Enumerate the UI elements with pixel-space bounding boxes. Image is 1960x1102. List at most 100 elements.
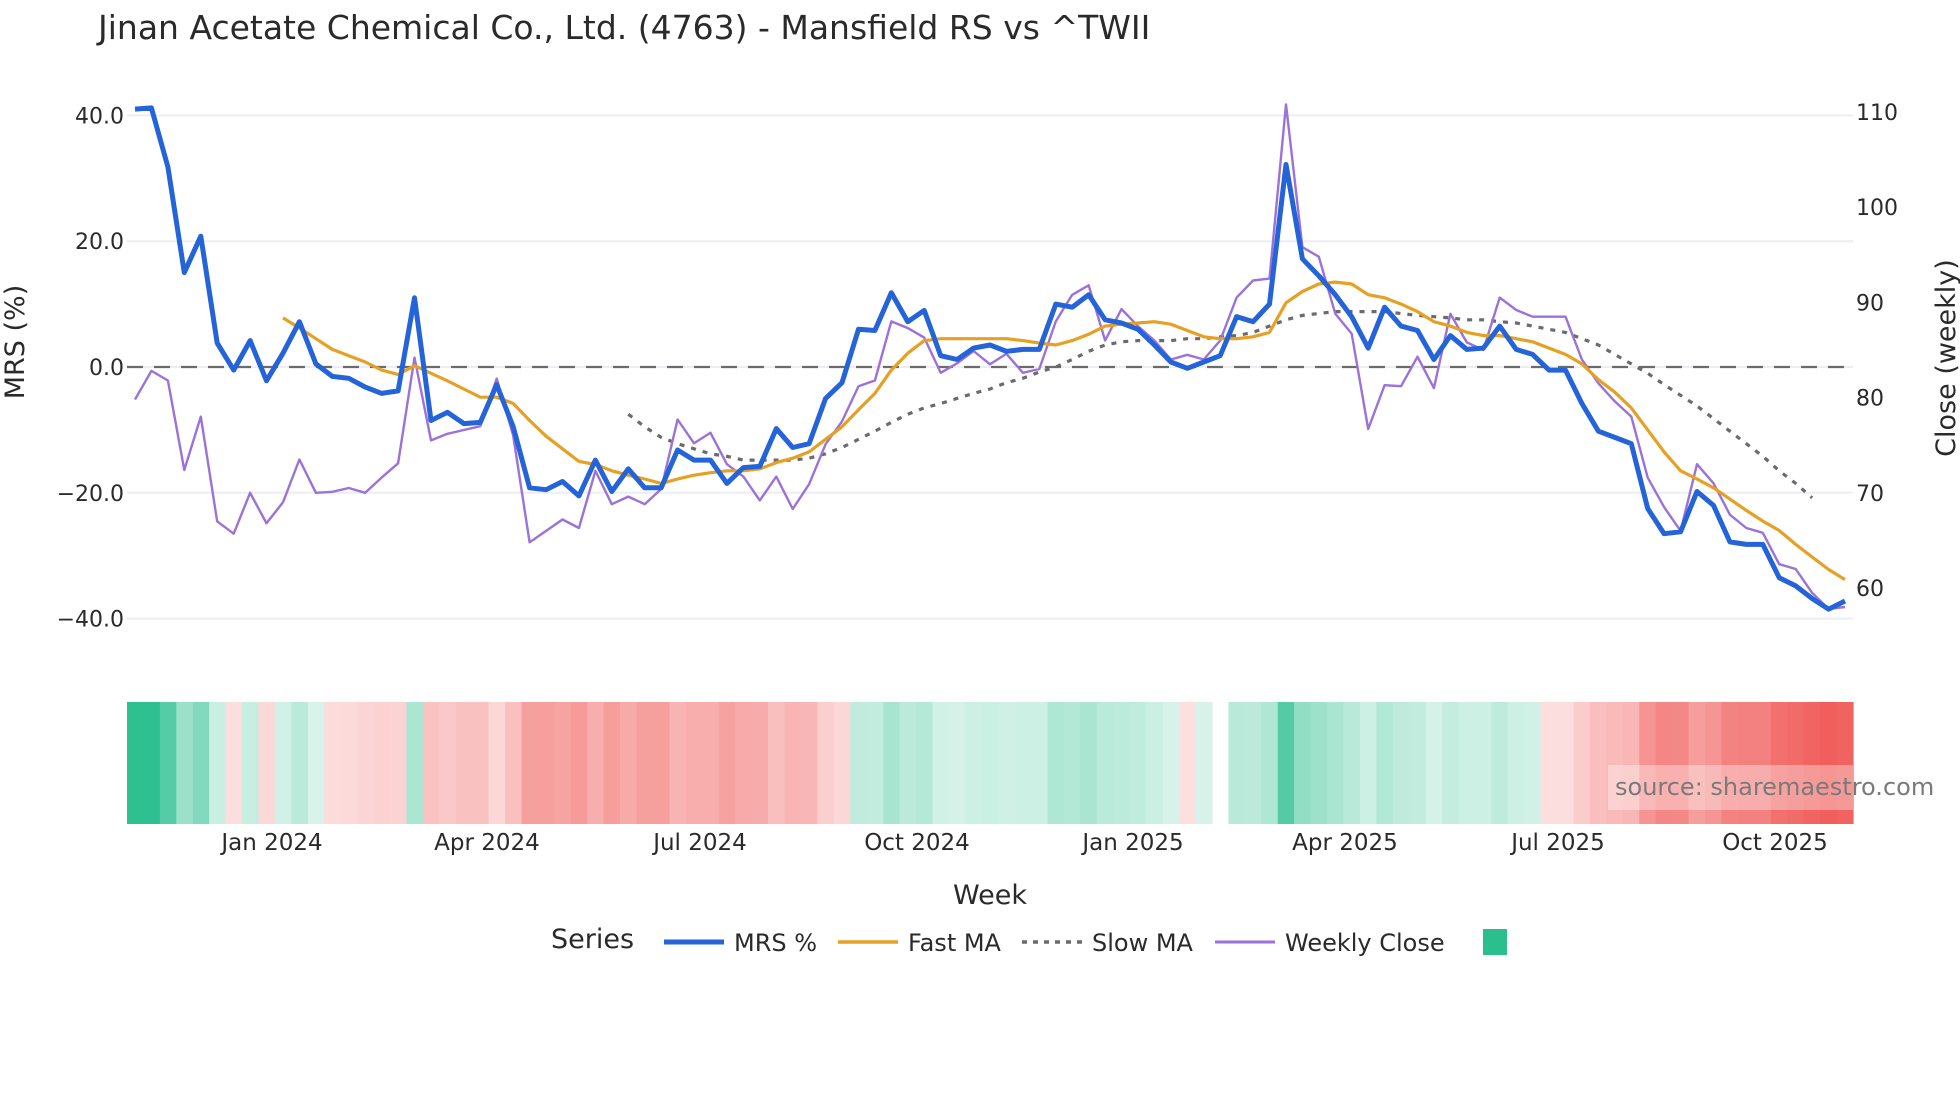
heatmap-cell — [1392, 702, 1410, 824]
legend-label: Weekly Close — [1285, 929, 1445, 957]
heatmap-cell — [307, 702, 325, 824]
heatmap-cell — [373, 702, 391, 824]
y-right-tick-label: 60 — [1856, 577, 1884, 602]
y-right-tick-label: 100 — [1856, 196, 1898, 221]
heatmap-cell — [948, 702, 966, 824]
y-right-tick-label: 70 — [1856, 482, 1884, 507]
y-left-tick-label: 20.0 — [75, 230, 124, 255]
legend-color-swatch-icon — [1483, 929, 1507, 955]
heatmap-cell — [801, 702, 818, 824]
heatmap-cell — [1524, 702, 1542, 824]
heatmap-cell — [1047, 702, 1065, 824]
heatmap-cell — [603, 702, 621, 824]
mrs-line — [134, 105, 1847, 612]
heatmap-cell — [1261, 702, 1279, 824]
source-label: source: sharemaestro.com — [1615, 773, 1934, 801]
heatmap-cell — [702, 702, 720, 824]
heatmap-cell — [1672, 702, 1690, 824]
heatmap-cell — [998, 702, 1016, 824]
legend-item-fast-ma[interactable]: Fast MA — [838, 929, 1002, 957]
heatmap-cell — [1294, 702, 1312, 824]
heatmap-cell — [866, 702, 884, 824]
heatmap-cell — [1737, 702, 1755, 824]
y-right-tick-label: 110 — [1856, 101, 1898, 126]
heatmap-cell — [1129, 702, 1147, 824]
heatmap-cell — [1146, 702, 1164, 824]
heatmap-cell — [751, 702, 769, 824]
heatmap-cell — [1425, 702, 1443, 824]
heatmap-cell — [1820, 702, 1838, 824]
heatmap-cell — [406, 702, 424, 824]
y-axis-right: 110 100 90 80 70 60 — [1856, 101, 1898, 602]
chart-title: Jinan Acetate Chemical Co., Ltd. (4763) … — [98, 8, 1151, 47]
heatmap-cell — [1836, 702, 1854, 824]
source-label-backdrop — [1608, 765, 1853, 810]
heatmap-cell — [340, 702, 358, 824]
heatmap-cell — [1754, 702, 1772, 824]
weekly-close-line — [133, 103, 1846, 611]
heatmap-cell — [1343, 702, 1361, 824]
heatmap-cell — [1507, 702, 1525, 824]
heatmap-cell — [1705, 702, 1723, 824]
heatmap-cell — [488, 702, 506, 824]
x-tick-label: Oct 2025 — [1722, 830, 1828, 856]
heatmap-cell — [554, 702, 572, 824]
legend-item-heatmap[interactable] — [1483, 929, 1507, 955]
y-axis-left-title: MRS (%) — [0, 285, 31, 400]
heatmap-cell — [472, 702, 490, 824]
heatmap-cell — [521, 702, 539, 824]
y-axis-left: 40.0 20.0 0.0 −20.0 −40.0 — [57, 104, 124, 632]
y-axis-right-title: Close (weekly) — [1931, 259, 1960, 457]
heatmap-cell — [850, 702, 868, 824]
legend: Series MRS % Fast MA Slow MA Weekly Clos… — [551, 924, 1507, 957]
heatmap-cell — [1244, 702, 1262, 824]
heatmap-cell — [143, 702, 161, 824]
heatmap-cell — [209, 702, 227, 824]
heatmap-cell — [1540, 702, 1558, 824]
heatmap-cell — [455, 702, 473, 824]
heatmap-cell — [1573, 702, 1591, 824]
fast-ma-line — [282, 280, 1846, 581]
heatmap-cell — [1310, 702, 1328, 824]
heatmap-cell — [620, 702, 638, 824]
x-axis-ticks: Jan 2024 Apr 2024 Jul 2024 Oct 2024 Jan 2025… — [219, 830, 1827, 856]
x-tick-label: Jul 2025 — [1509, 830, 1605, 856]
legend-item-mrs[interactable]: MRS % — [664, 929, 817, 957]
heatmap-cell — [1622, 702, 1640, 824]
heatmap-cell — [1491, 702, 1509, 824]
heatmap-cell — [833, 702, 851, 824]
heatmap-cell — [965, 702, 983, 824]
x-tick-label: Apr 2025 — [1292, 830, 1398, 856]
heatmap-cell — [1590, 702, 1607, 824]
heatmap-cell — [1228, 702, 1246, 824]
heatmap-cell — [1606, 702, 1624, 824]
heatmap-cell — [669, 702, 687, 824]
slow-ma-line — [627, 310, 1814, 500]
heatmap-cell — [883, 702, 901, 824]
heatmap-cell — [357, 702, 375, 824]
heatmap-cell — [390, 702, 407, 824]
heatmap-cell — [422, 702, 440, 824]
legend-item-weekly-close[interactable]: Weekly Close — [1215, 929, 1445, 957]
heatmap-cell — [817, 702, 835, 824]
y-right-tick-label: 80 — [1856, 387, 1884, 412]
heatmap-cell — [225, 702, 243, 824]
heatmap-cell — [981, 702, 999, 824]
legend-item-slow-ma[interactable]: Slow MA — [1022, 929, 1194, 957]
x-tick-label: Jul 2024 — [651, 830, 747, 856]
heatmap-cell — [258, 702, 276, 824]
y-left-tick-label: 40.0 — [75, 104, 124, 129]
heatmap-cell — [1458, 702, 1476, 824]
heatmap-cell — [1277, 702, 1295, 824]
series-lines — [133, 103, 1847, 612]
heatmap-cell — [1096, 702, 1114, 824]
heatmap-cell — [274, 702, 292, 824]
heatmap-cell — [570, 702, 588, 824]
heatmap-cell — [1162, 702, 1180, 824]
heatmap-cell — [1031, 702, 1049, 824]
heatmap-cell — [1787, 702, 1805, 824]
legend-label: MRS % — [734, 929, 817, 957]
heatmap-cell — [159, 702, 177, 824]
x-tick-label: Jan 2024 — [219, 830, 322, 856]
